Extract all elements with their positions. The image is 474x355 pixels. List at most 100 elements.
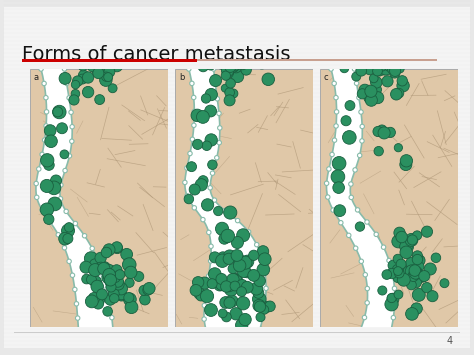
Circle shape — [44, 214, 54, 224]
Circle shape — [331, 208, 335, 212]
Circle shape — [197, 110, 210, 123]
Circle shape — [343, 131, 356, 144]
Circle shape — [382, 37, 393, 49]
Circle shape — [86, 57, 94, 65]
Circle shape — [217, 111, 221, 115]
Circle shape — [225, 61, 236, 72]
Circle shape — [45, 135, 57, 148]
Circle shape — [45, 110, 49, 114]
Circle shape — [64, 81, 69, 86]
Circle shape — [236, 218, 240, 223]
Circle shape — [408, 266, 418, 276]
Circle shape — [63, 168, 67, 173]
Circle shape — [116, 289, 127, 300]
Circle shape — [241, 255, 254, 268]
Circle shape — [91, 280, 103, 293]
Circle shape — [221, 64, 234, 77]
Polygon shape — [327, 69, 395, 327]
Circle shape — [115, 270, 125, 280]
Circle shape — [210, 75, 221, 87]
Circle shape — [101, 273, 106, 277]
Circle shape — [332, 157, 346, 170]
Circle shape — [222, 42, 232, 51]
Circle shape — [51, 175, 62, 186]
Circle shape — [427, 291, 438, 302]
Circle shape — [382, 245, 386, 249]
Circle shape — [95, 95, 105, 104]
Circle shape — [236, 319, 248, 331]
Circle shape — [229, 273, 243, 287]
Circle shape — [67, 47, 76, 56]
Circle shape — [191, 95, 196, 100]
Circle shape — [213, 23, 225, 36]
Circle shape — [81, 53, 93, 65]
Polygon shape — [36, 69, 113, 327]
Circle shape — [359, 259, 364, 263]
Circle shape — [230, 308, 242, 320]
Circle shape — [49, 42, 60, 54]
Circle shape — [221, 84, 229, 92]
Circle shape — [407, 235, 418, 245]
Circle shape — [389, 58, 397, 67]
Circle shape — [234, 50, 243, 59]
Circle shape — [79, 25, 88, 34]
Circle shape — [228, 58, 238, 67]
Circle shape — [351, 59, 359, 67]
Circle shape — [408, 271, 419, 282]
Circle shape — [421, 226, 433, 237]
Circle shape — [412, 251, 422, 261]
Circle shape — [74, 302, 79, 306]
Circle shape — [384, 60, 395, 71]
Circle shape — [230, 44, 238, 53]
Circle shape — [71, 89, 80, 98]
Circle shape — [215, 97, 219, 101]
Circle shape — [356, 49, 365, 58]
Circle shape — [40, 152, 44, 157]
Circle shape — [264, 301, 275, 312]
Circle shape — [246, 230, 251, 234]
Circle shape — [376, 61, 388, 72]
Circle shape — [392, 301, 397, 305]
Circle shape — [230, 281, 240, 291]
Circle shape — [97, 50, 105, 59]
Circle shape — [108, 55, 120, 67]
Circle shape — [329, 67, 333, 71]
Circle shape — [215, 155, 219, 160]
Circle shape — [369, 74, 378, 83]
Circle shape — [412, 254, 423, 265]
Circle shape — [382, 76, 393, 87]
Circle shape — [356, 208, 360, 212]
Circle shape — [42, 81, 46, 86]
Circle shape — [205, 304, 218, 316]
Circle shape — [247, 49, 256, 58]
Circle shape — [373, 126, 383, 137]
Circle shape — [225, 66, 234, 76]
Circle shape — [201, 94, 211, 103]
Circle shape — [187, 162, 197, 171]
Circle shape — [64, 48, 74, 58]
Circle shape — [70, 125, 74, 129]
Circle shape — [250, 283, 263, 295]
Circle shape — [360, 139, 364, 143]
Circle shape — [82, 72, 94, 83]
Circle shape — [327, 167, 331, 171]
Circle shape — [387, 293, 399, 305]
Circle shape — [125, 266, 137, 279]
Circle shape — [44, 95, 48, 100]
Circle shape — [375, 39, 387, 50]
Circle shape — [349, 182, 353, 186]
Circle shape — [262, 73, 274, 86]
Circle shape — [333, 182, 345, 193]
Circle shape — [216, 277, 229, 291]
Circle shape — [103, 244, 115, 256]
Circle shape — [237, 59, 248, 70]
Circle shape — [220, 56, 232, 67]
Circle shape — [232, 54, 243, 66]
Circle shape — [221, 229, 235, 243]
Circle shape — [36, 167, 41, 171]
Circle shape — [264, 286, 268, 290]
Circle shape — [70, 139, 74, 143]
Circle shape — [97, 49, 107, 58]
Circle shape — [109, 55, 118, 64]
Circle shape — [233, 254, 245, 265]
